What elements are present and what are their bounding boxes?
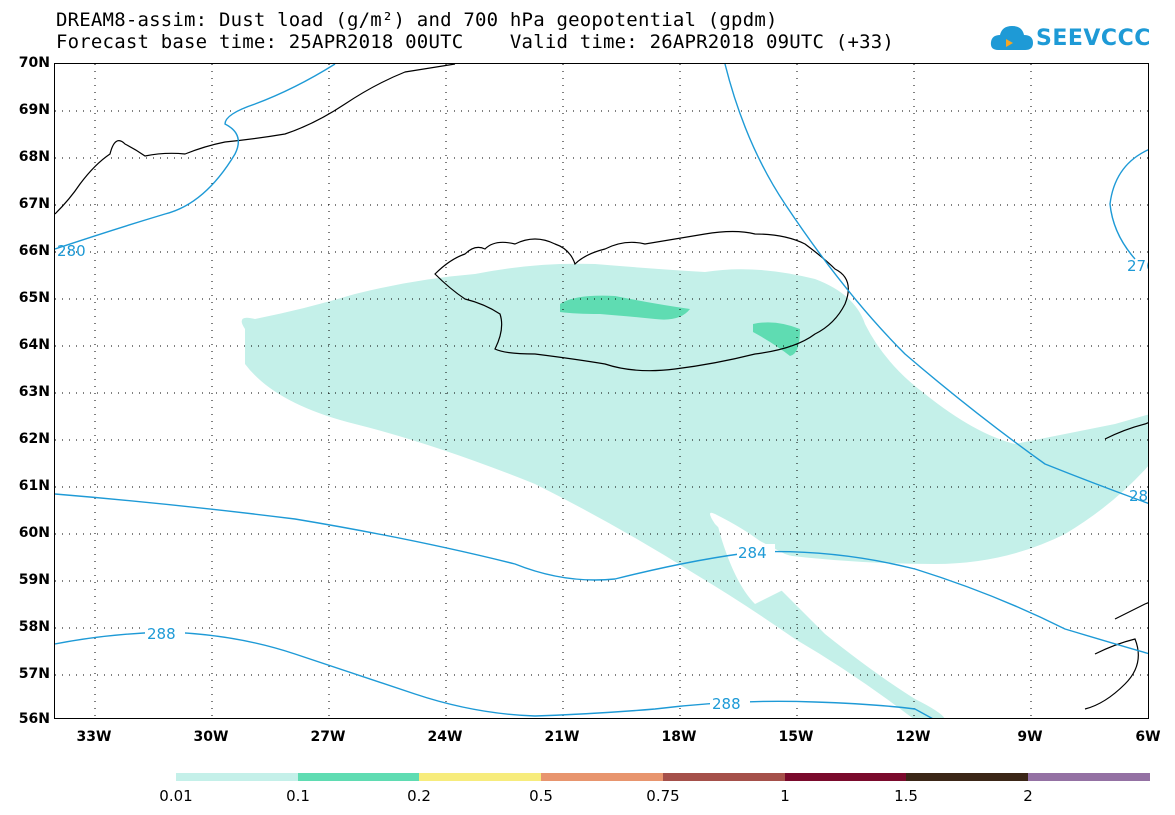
- contour-284: [55, 493, 1148, 655]
- coast-iceland: [434, 230, 849, 372]
- colorbar-label-0.2: 0.2: [407, 787, 431, 805]
- colorbar-swatch-0.1: [298, 773, 419, 781]
- lat-label-64N: 64N: [18, 337, 50, 353]
- lon-label-6W: 6W: [1135, 729, 1161, 745]
- map-subtitle: Forecast base time: 25APR2018 00UTC Vali…: [56, 31, 895, 53]
- lat-label-61N: 61N: [18, 478, 50, 494]
- lat-label-66N: 66N: [18, 243, 50, 259]
- lat-label-70N: 70N: [18, 55, 50, 71]
- contour-280: [55, 64, 336, 250]
- contour-label-280: 280: [57, 242, 86, 260]
- lon-label-9W: 9W: [1017, 729, 1043, 745]
- colorbar-swatch-0.5: [541, 773, 663, 781]
- lat-label-62N: 62N: [18, 431, 50, 447]
- colorbar-swatch-1.5: [906, 773, 1028, 781]
- colorbar-label-0.75: 0.75: [646, 787, 680, 805]
- coastlines: [55, 64, 1148, 710]
- lat-label-69N: 69N: [18, 102, 50, 118]
- colorbar-label-0.01: 0.01: [159, 787, 193, 805]
- seevccc-logo: SEEVCCC: [988, 20, 1151, 60]
- lat-label-68N: 68N: [18, 149, 50, 165]
- lat-label-60N: 60N: [18, 525, 50, 541]
- lon-label-12W: 12W: [895, 729, 931, 745]
- contour-label-284-right: 284: [1129, 487, 1149, 505]
- map-plot-area: 280 276 284 284 288 288: [54, 63, 1149, 719]
- colorbar-label-1.5: 1.5: [894, 787, 918, 805]
- lat-label-67N: 67N: [18, 196, 50, 212]
- dust-area-0.1-a: [560, 295, 690, 320]
- lat-label-57N: 57N: [18, 666, 50, 682]
- colorbar-label-0.5: 0.5: [529, 787, 553, 805]
- colorbar-swatch-0.75: [663, 773, 785, 781]
- lat-label-65N: 65N: [18, 290, 50, 306]
- colorbar-swatch-1: [785, 773, 906, 781]
- contour-label-288-mid: 288: [712, 695, 741, 713]
- lon-label-30W: 30W: [193, 729, 229, 745]
- map-canvas: 280 276 284 284 288 288: [55, 64, 1149, 718]
- lon-label-21W: 21W: [544, 729, 580, 745]
- lon-label-27W: 27W: [310, 729, 346, 745]
- lon-label-24W: 24W: [427, 729, 463, 745]
- colorbar-swatch-0.2: [419, 773, 541, 781]
- map-title: DREAM8-assim: Dust load (g/m²) and 700 h…: [56, 9, 778, 31]
- logo-text: SEEVCCC: [1036, 26, 1151, 51]
- lon-gridlines: [94, 64, 1032, 718]
- lat-gridlines: [55, 110, 1148, 676]
- lat-label-58N: 58N: [18, 619, 50, 635]
- lon-label-18W: 18W: [661, 729, 697, 745]
- contour-label-288-left: 288: [147, 625, 176, 643]
- contour-276-east: [724, 64, 1148, 505]
- contour-288: [55, 631, 933, 718]
- contour-label-284-mid: 284: [738, 544, 767, 562]
- coast-faroe-scotland: [1084, 422, 1148, 710]
- lat-label-59N: 59N: [18, 572, 50, 588]
- colorbar-swatch-0.01: [176, 773, 298, 781]
- colorbar-swatch-2: [1028, 773, 1150, 781]
- geopotential-contours: [55, 64, 1148, 718]
- contour-label-276: 276: [1127, 257, 1149, 275]
- lat-label-63N: 63N: [18, 384, 50, 400]
- colorbar-label-0.1: 0.1: [286, 787, 310, 805]
- cloud-icon: [990, 26, 1033, 50]
- lon-label-15W: 15W: [778, 729, 814, 745]
- colorbar-label-2: 2: [1023, 787, 1033, 805]
- contour-276-right: [1109, 149, 1148, 260]
- coast-greenland: [55, 64, 456, 215]
- lon-label-33W: 33W: [76, 729, 112, 745]
- lat-label-56N: 56N: [18, 711, 50, 727]
- colorbar-label-1: 1: [780, 787, 790, 805]
- dust-area-0.01: [241, 263, 1148, 718]
